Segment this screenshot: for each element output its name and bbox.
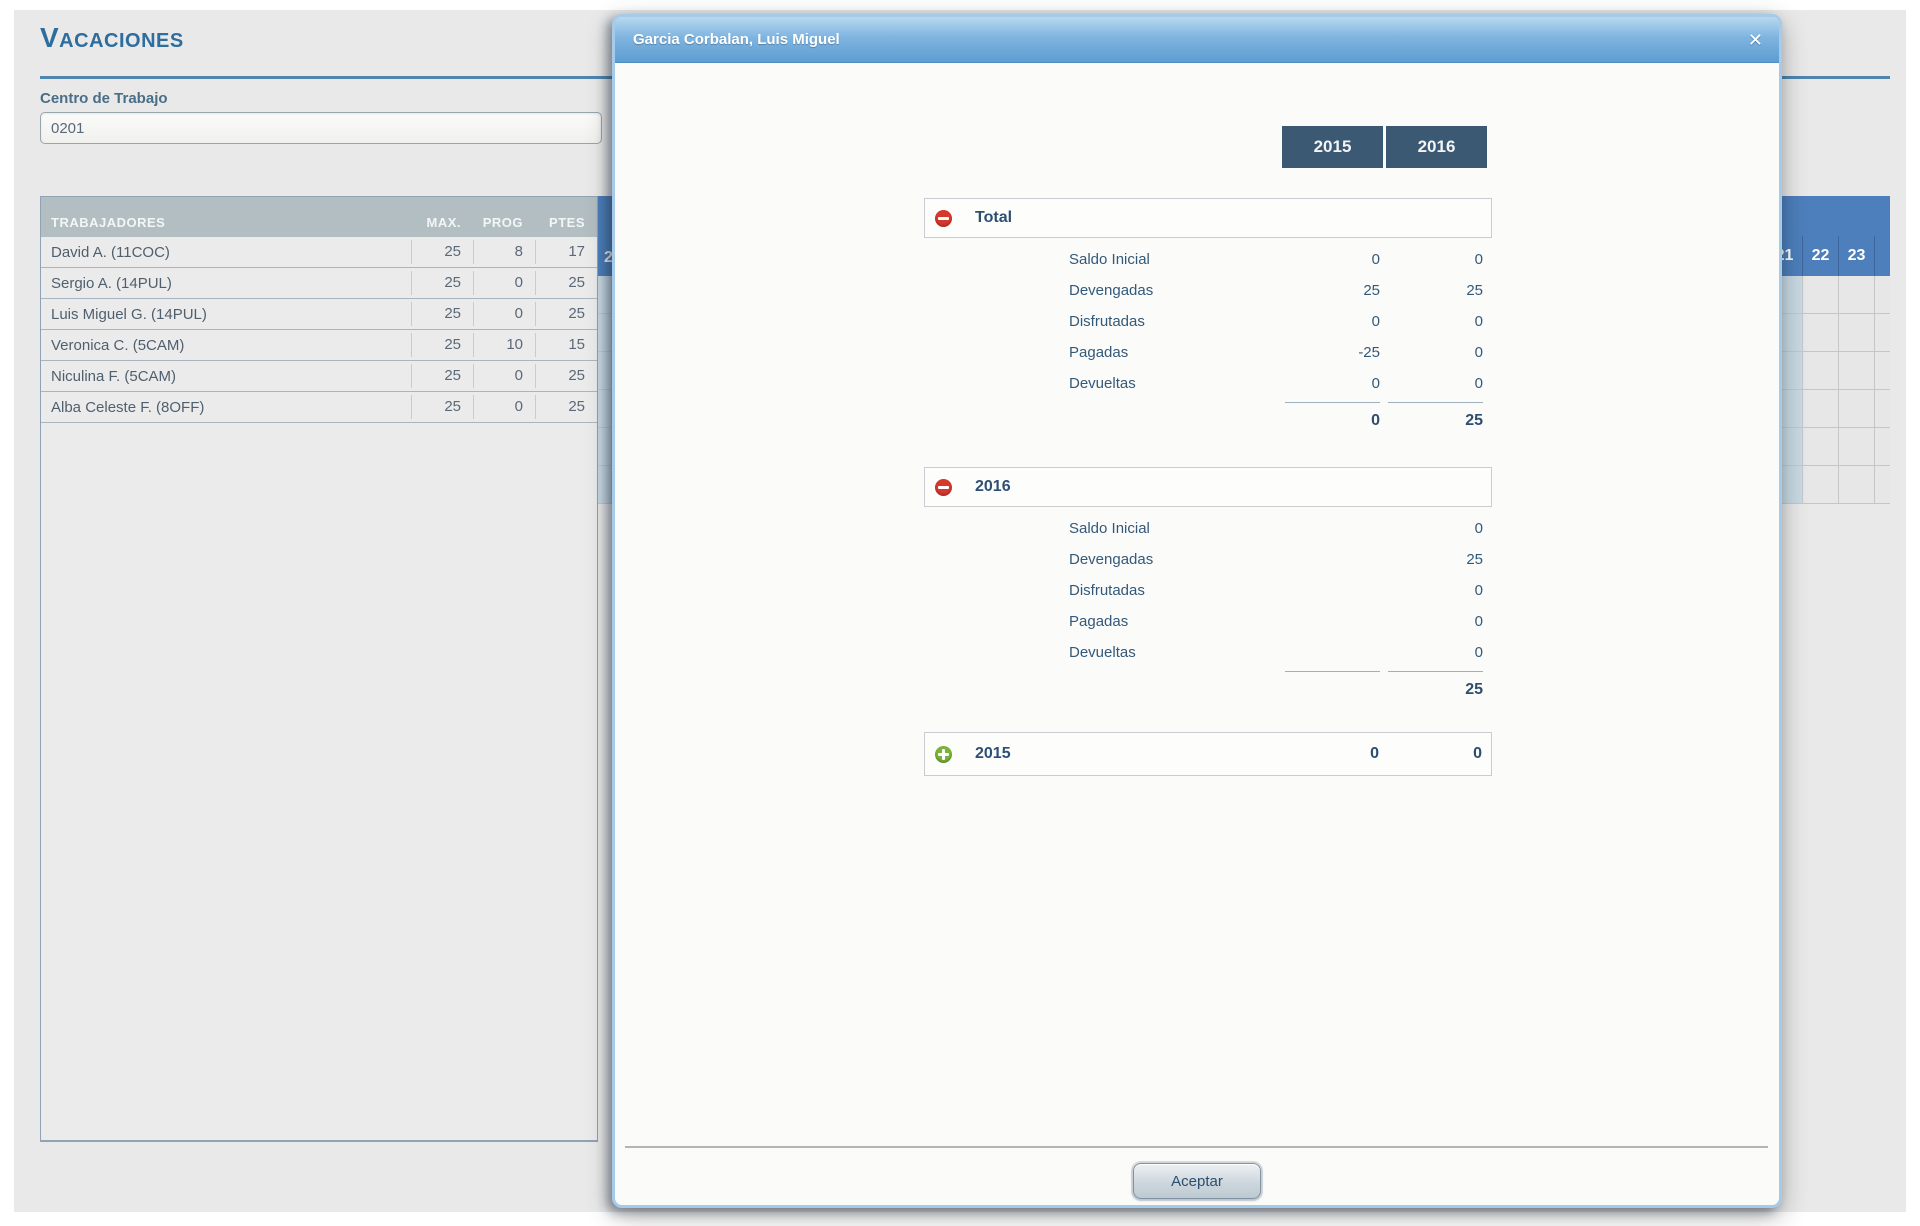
worker-ptes: 25 (535, 395, 597, 419)
calendar-day-partial: 2 (604, 249, 613, 266)
worker-prog: 0 (473, 364, 535, 388)
balance-row: Disfrutadas 0 0 (1069, 313, 1483, 330)
worker-prog: 0 (473, 271, 535, 295)
workers-table-header: TRABAJADORES MAX. PROG PTES (41, 197, 597, 237)
section-2016-header[interactable]: 2016 (924, 467, 1492, 507)
worker-prog: 8 (473, 240, 535, 264)
section-2015-header[interactable]: 2015 0 0 (924, 732, 1492, 776)
accept-button[interactable]: Aceptar (1133, 1163, 1261, 1199)
section-2016-rows: Saldo Inicial 0 Devengadas 25 Disfrutada… (924, 513, 1492, 706)
balance-row: Saldo Inicial 0 0 (1069, 251, 1483, 268)
section-total-header[interactable]: Total (924, 198, 1492, 238)
calendar-day: 23 (1838, 236, 1874, 276)
worker-name: Sergio A. (14PUL) (51, 274, 172, 292)
year-header-2015: 2015 (1282, 126, 1383, 168)
dialog-body: 2015 2016 Total Saldo Inicial 0 0 (615, 63, 1779, 1205)
employee-balance-dialog: Garcia Corbalan, Luis Miguel ✕ 2015 2016… (612, 14, 1782, 1208)
worker-max: 25 (411, 333, 473, 357)
worker-name: Alba Celeste F. (8OFF) (51, 398, 205, 416)
collapse-icon[interactable] (935, 209, 952, 227)
balance-row: Devengadas 25 (1069, 551, 1483, 568)
table-empty-area (41, 423, 597, 1140)
column-ptes: PTES (549, 215, 585, 230)
section-label: 2016 (975, 478, 1011, 495)
worker-max: 25 (411, 240, 473, 264)
worker-max: 25 (411, 364, 473, 388)
calendar-cell-column (1874, 276, 1890, 504)
table-row[interactable]: David A. (11COC) 25 8 17 (41, 237, 597, 268)
worker-name: Luis Miguel G. (14PUL) (51, 305, 207, 323)
table-row[interactable]: Alba Celeste F. (8OFF) 25 0 25 (41, 392, 597, 423)
balance-row: Devengadas 25 25 (1069, 282, 1483, 299)
sum-divider (924, 399, 1492, 405)
balance-row: Devueltas 0 0 (1069, 375, 1483, 392)
section-total-rows: Saldo Inicial 0 0 Devengadas 25 25 Disfr… (924, 244, 1492, 437)
expand-icon[interactable] (935, 745, 952, 763)
worker-name: Veronica C. (5CAM) (51, 336, 185, 354)
worker-ptes: 25 (535, 302, 597, 326)
year-header-2016: 2016 (1386, 126, 1487, 168)
balance-row: Pagadas -25 0 (1069, 344, 1483, 361)
table-row[interactable]: Luis Miguel G. (14PUL) 25 0 25 (41, 299, 597, 330)
balance-row: Saldo Inicial 0 (1069, 520, 1483, 537)
balance-row: Pagadas 0 (1069, 613, 1483, 630)
table-row[interactable]: Sergio A. (14PUL) 25 0 25 (41, 268, 597, 299)
balance-sections: Total Saldo Inicial 0 0 Devengadas 25 25 (924, 198, 1492, 776)
balance-row: Disfrutadas 0 (1069, 582, 1483, 599)
worker-max: 25 (411, 271, 473, 295)
calendar-day-clipped (1874, 236, 1890, 276)
close-icon[interactable]: ✕ (1747, 30, 1763, 50)
worker-ptes: 25 (535, 271, 597, 295)
worker-prog: 0 (473, 302, 535, 326)
worker-ptes: 25 (535, 364, 597, 388)
centro-de-trabajo-label: Centro de Trabajo (40, 90, 168, 107)
table-row[interactable]: Veronica C. (5CAM) 25 10 15 (41, 330, 597, 361)
worker-prog: 10 (473, 333, 535, 357)
page-title: Vacaciones (40, 22, 184, 53)
balance-row: Devueltas 0 (1069, 644, 1483, 661)
column-trabajadores: TRABAJADORES (51, 215, 166, 230)
column-max: MAX. (426, 215, 461, 230)
worker-prog: 0 (473, 395, 535, 419)
centro-de-trabajo-input[interactable] (40, 112, 602, 144)
worker-max: 25 (411, 302, 473, 326)
calendar-columns (1766, 276, 1890, 504)
table-row[interactable]: Niculina F. (5CAM) 25 0 25 (41, 361, 597, 392)
worker-max: 25 (411, 395, 473, 419)
dialog-titlebar: Garcia Corbalan, Luis Miguel ✕ (615, 17, 1779, 63)
calendar-cell-column (1838, 276, 1874, 504)
workers-table: TRABAJADORES MAX. PROG PTES David A. (11… (40, 196, 598, 1142)
worker-name: Niculina F. (5CAM) (51, 367, 177, 385)
column-prog: PROG (482, 215, 523, 230)
calendar-column-tinted (598, 276, 612, 504)
sum-divider (924, 668, 1492, 674)
calendar-day: 22 (1802, 236, 1838, 276)
footer-divider (625, 1146, 1768, 1148)
calendar-day-row: 21 22 23 (1766, 236, 1890, 276)
section-label: Total (975, 209, 1013, 226)
section-total-values: 25 (1465, 681, 1483, 698)
worker-name: David A. (11COC) (51, 243, 170, 261)
collapse-icon[interactable] (935, 478, 952, 496)
dialog-title: Garcia Corbalan, Luis Miguel (633, 31, 840, 48)
worker-ptes: 17 (535, 240, 597, 264)
worker-ptes: 15 (535, 333, 597, 357)
section-total-values: 0 25 (1371, 412, 1483, 429)
section-label: 2015 (975, 745, 1011, 762)
year-column-headers: 2015 2016 (1282, 126, 1487, 168)
calendar-cell-column (1802, 276, 1838, 504)
